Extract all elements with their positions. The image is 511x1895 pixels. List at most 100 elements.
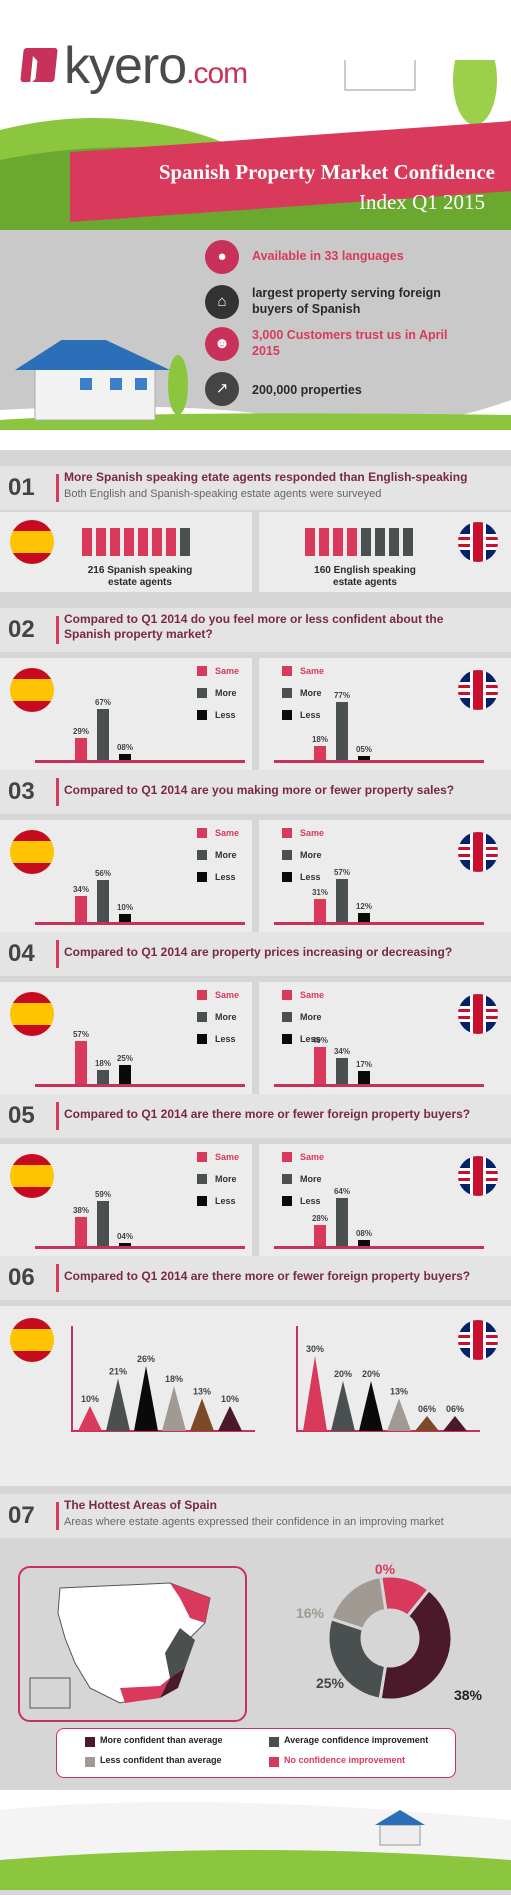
data-label: 56%	[94, 868, 111, 878]
legend-swatch-same	[282, 828, 292, 838]
footer-hills-graphic	[0, 1802, 511, 1890]
legend-label-same: Same	[215, 990, 240, 1000]
data-label: 10%	[221, 1394, 239, 1404]
section-number: 06	[8, 1264, 35, 1291]
uk-flag-icon	[458, 1156, 498, 1196]
uk-agent-count: 160 English speaking estate agents	[314, 565, 416, 588]
legend-label-less: Less	[300, 1034, 321, 1044]
data-label: 18%	[311, 735, 328, 745]
bar-same	[75, 738, 87, 760]
legend-swatch	[85, 1737, 95, 1747]
uk-flag-icon	[458, 994, 498, 1034]
section-01-header: 01 More Spanish speaking etate agents re…	[0, 466, 511, 510]
person-icon	[152, 528, 162, 556]
section-07-header: 07 The Hottest Areas of Spain Areas wher…	[0, 1494, 511, 1538]
data-label: 10%	[81, 1394, 99, 1404]
intro-item: 200,000 properties	[252, 383, 362, 397]
bar-less	[358, 1239, 370, 1246]
panel-06	[0, 1306, 511, 1486]
chart-baseline	[274, 922, 484, 925]
data-label: 13%	[390, 1387, 408, 1397]
data-label: 21%	[109, 1367, 127, 1377]
data-label: 25%	[116, 1054, 133, 1064]
legend-label-same: Same	[300, 990, 325, 1000]
section-title: More Spanish speaking etate agents respo…	[64, 470, 468, 484]
bar-less	[119, 914, 131, 922]
people-icon: ☻	[205, 327, 239, 361]
triangle-mark	[134, 1366, 158, 1431]
legend-label-same: Same	[215, 828, 240, 838]
intro-item: largest property serving foreign buyers …	[252, 286, 441, 316]
chart-baseline	[35, 922, 245, 925]
data-label: 05%	[355, 745, 372, 755]
legend-swatch-more	[282, 688, 292, 698]
legend-label-more: More	[300, 1012, 322, 1022]
legend-swatch-more	[282, 850, 292, 860]
logo[interactable]: kyero.com	[64, 37, 248, 95]
person-icon	[389, 528, 399, 556]
chart-06-es: 10% 21% 26% 18% 13% 10%	[71, 1326, 255, 1432]
chart-icon: ↗	[205, 372, 239, 406]
triangle-mark	[106, 1378, 130, 1431]
person-icon	[124, 528, 134, 556]
section-number: 02	[8, 616, 35, 643]
data-label: 08%	[355, 1228, 372, 1238]
legend-swatch-less	[282, 710, 292, 720]
legend-swatch-same	[197, 666, 207, 676]
bar-same	[314, 1224, 326, 1246]
person-icon	[110, 528, 120, 556]
bar-more	[336, 1058, 348, 1084]
data-label: 34%	[72, 885, 89, 895]
es-agent-count: 216 Spanish speaking estate agents	[87, 565, 193, 588]
data-label: 06%	[446, 1404, 464, 1414]
data-label: 28%	[311, 1213, 328, 1223]
section-number: 07	[8, 1502, 35, 1529]
data-label: 16%	[296, 1605, 325, 1621]
bar-more	[97, 1201, 109, 1246]
section-05-header: 05 Compared to Q1 2014 are there more or …	[0, 1094, 511, 1138]
uk-flag-icon	[458, 832, 498, 872]
data-label: 26%	[137, 1354, 155, 1364]
section-bar	[56, 940, 511, 968]
spain-flag-icon	[10, 520, 54, 564]
section-number: 04	[8, 940, 35, 967]
legend-swatch-more	[282, 1012, 292, 1022]
chart-baseline	[274, 760, 484, 763]
section-title: The Hottest Areas of Spain	[64, 1498, 217, 1512]
legend-swatch-same	[282, 1152, 292, 1162]
section-title: Compared to Q1 2014 are there more or fe…	[64, 1107, 471, 1121]
triangle-mark	[162, 1386, 186, 1431]
data-label: 38%	[72, 1206, 89, 1216]
section-bar	[56, 1102, 511, 1130]
section-title: Compared to Q1 2014 do you feel more or …	[64, 612, 444, 641]
data-label: 34%	[333, 1047, 350, 1057]
legend-swatch-less	[197, 872, 207, 882]
bar-same	[314, 898, 326, 922]
bar-more	[336, 1197, 348, 1246]
bar-less	[358, 912, 370, 922]
section-subtitle: Areas where estate agents expressed thei…	[64, 1516, 444, 1528]
data-label: 06%	[418, 1404, 436, 1414]
data-label: 59%	[94, 1190, 111, 1200]
header: kyero.com Spanish Property Market Confid…	[0, 0, 511, 230]
legend-swatch-same	[197, 828, 207, 838]
legend-label: Less confident than average	[100, 1755, 222, 1765]
donut-slice	[378, 1587, 454, 1702]
legend-swatch-less	[282, 1034, 292, 1044]
person-icon	[82, 528, 92, 556]
person-icon	[403, 528, 413, 556]
legend-label-less: Less	[215, 872, 236, 882]
legend-label-more: More	[215, 850, 237, 860]
uk-flag-cross	[458, 1174, 498, 1178]
section-03-header: 03 Compared to Q1 2014 are you making mor…	[0, 770, 511, 814]
chat-icon: ●	[205, 240, 239, 274]
triangle-mark	[443, 1416, 467, 1431]
data-label: 12%	[355, 901, 372, 911]
spain-flag-icon	[10, 830, 54, 874]
section-02-header: 02 Compared to Q1 2014 do you feel more o…	[0, 608, 511, 652]
data-label: 38%	[454, 1687, 483, 1703]
home-icon: ⌂	[205, 285, 239, 319]
chart-06-uk: 30% 20% 20% 13% 06% 06%	[296, 1326, 480, 1432]
intro-item: 3,000 Customers trust us in April 2015	[252, 328, 448, 358]
data-label: 31%	[311, 887, 328, 897]
